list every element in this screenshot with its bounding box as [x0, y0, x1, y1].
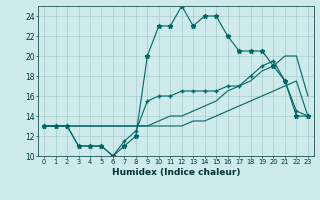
X-axis label: Humidex (Indice chaleur): Humidex (Indice chaleur): [112, 168, 240, 177]
